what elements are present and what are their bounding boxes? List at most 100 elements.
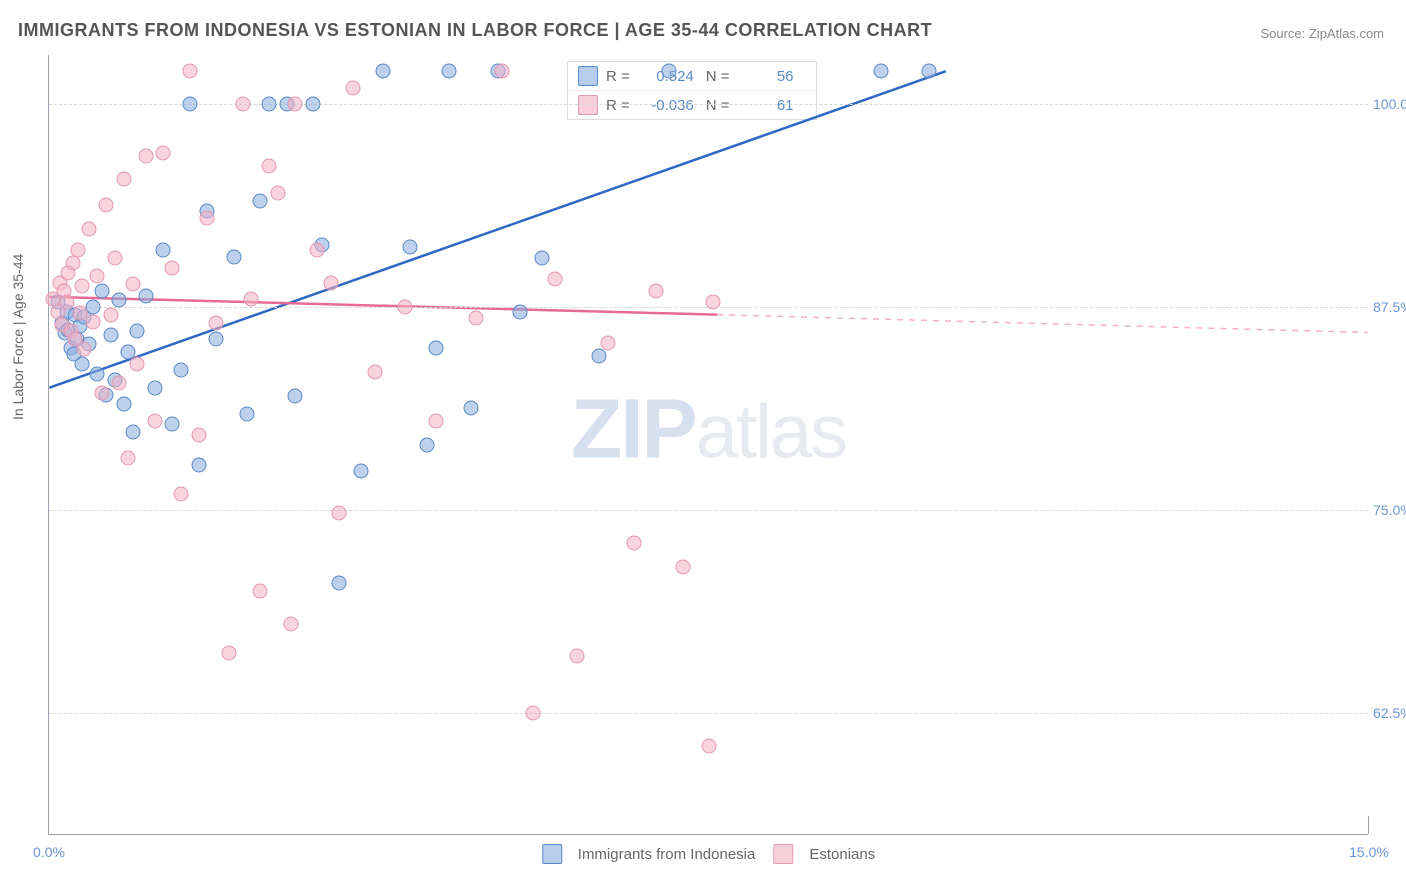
- data-point: [125, 277, 140, 292]
- y-tick-label: 100.0%: [1373, 96, 1406, 112]
- data-point: [90, 269, 105, 284]
- data-point: [86, 314, 101, 329]
- data-point: [165, 260, 180, 275]
- data-point: [209, 316, 224, 331]
- data-point: [121, 451, 136, 466]
- data-point: [570, 649, 585, 664]
- data-point: [71, 243, 86, 258]
- data-point: [191, 428, 206, 443]
- n-label: N =: [706, 68, 730, 85]
- data-point: [108, 251, 123, 266]
- data-point: [130, 324, 145, 339]
- data-point: [592, 348, 607, 363]
- data-point: [442, 64, 457, 79]
- legend-item-indonesia: Immigrants from Indonesia: [542, 844, 756, 864]
- data-point: [94, 283, 109, 298]
- r-label: R =: [606, 97, 630, 114]
- data-point: [468, 311, 483, 326]
- data-point: [90, 366, 105, 381]
- data-point: [240, 407, 255, 422]
- data-point: [332, 576, 347, 591]
- y-tick-label: 87.5%: [1373, 299, 1406, 315]
- data-point: [130, 356, 145, 371]
- data-point: [222, 646, 237, 661]
- data-point: [103, 327, 118, 342]
- chart-title: IMMIGRANTS FROM INDONESIA VS ESTONIAN IN…: [18, 20, 932, 41]
- data-point: [174, 486, 189, 501]
- data-point: [75, 278, 90, 293]
- n-value: 56: [736, 68, 794, 85]
- data-point: [116, 397, 131, 412]
- data-point: [367, 364, 382, 379]
- data-point: [86, 299, 101, 314]
- data-point: [262, 158, 277, 173]
- data-point: [288, 389, 303, 404]
- swatch-icon: [773, 844, 793, 864]
- data-point: [675, 559, 690, 574]
- n-label: N =: [706, 97, 730, 114]
- data-point: [873, 64, 888, 79]
- data-point: [706, 295, 721, 310]
- n-value: 61: [736, 97, 794, 114]
- data-point: [922, 64, 937, 79]
- data-point: [649, 283, 664, 298]
- data-point: [288, 96, 303, 111]
- data-point: [244, 291, 259, 306]
- data-point: [99, 197, 114, 212]
- legend-row-estonian: R = -0.036 N = 61: [568, 91, 816, 119]
- data-point: [662, 64, 677, 79]
- swatch-icon: [578, 66, 598, 86]
- data-point: [284, 616, 299, 631]
- data-point: [147, 413, 162, 428]
- data-point: [627, 535, 642, 550]
- r-value: -0.036: [636, 97, 694, 114]
- data-point: [262, 96, 277, 111]
- data-point: [209, 332, 224, 347]
- watermark: ZIPatlas: [571, 380, 846, 477]
- gridline: [49, 510, 1368, 511]
- data-point: [138, 288, 153, 303]
- data-point: [165, 416, 180, 431]
- scatter-plot: ZIPatlas R = 0.524 N = 56 R = -0.036 N =…: [48, 55, 1368, 835]
- data-point: [77, 342, 92, 357]
- x-tick-label: 15.0%: [1349, 844, 1389, 860]
- data-point: [429, 413, 444, 428]
- gridline: [49, 713, 1368, 714]
- data-point: [65, 256, 80, 271]
- legend-label: Estonians: [809, 846, 875, 863]
- data-point: [332, 506, 347, 521]
- legend-row-indonesia: R = 0.524 N = 56: [568, 62, 816, 91]
- data-point: [138, 148, 153, 163]
- data-point: [156, 243, 171, 258]
- data-point: [75, 356, 90, 371]
- data-point: [526, 706, 541, 721]
- data-point: [156, 145, 171, 160]
- regression-lines: [49, 55, 1368, 834]
- data-point: [402, 239, 417, 254]
- x-axis-end-tick: [1368, 816, 1369, 834]
- legend-label: Immigrants from Indonesia: [578, 846, 756, 863]
- legend-item-estonian: Estonians: [773, 844, 875, 864]
- source-label: Source: ZipAtlas.com: [1260, 26, 1384, 41]
- data-point: [81, 221, 96, 236]
- data-point: [345, 80, 360, 95]
- data-point: [420, 438, 435, 453]
- data-point: [548, 272, 563, 287]
- data-point: [600, 335, 615, 350]
- data-point: [147, 381, 162, 396]
- data-point: [182, 64, 197, 79]
- data-point: [253, 194, 268, 209]
- data-point: [253, 584, 268, 599]
- correlation-legend: R = 0.524 N = 56 R = -0.036 N = 61: [567, 61, 817, 120]
- swatch-icon: [542, 844, 562, 864]
- data-point: [112, 376, 127, 391]
- data-point: [59, 295, 74, 310]
- x-tick-label: 0.0%: [33, 844, 65, 860]
- swatch-icon: [578, 95, 598, 115]
- data-point: [323, 275, 338, 290]
- data-point: [534, 251, 549, 266]
- data-point: [512, 304, 527, 319]
- data-point: [310, 243, 325, 258]
- data-point: [112, 293, 127, 308]
- data-point: [182, 96, 197, 111]
